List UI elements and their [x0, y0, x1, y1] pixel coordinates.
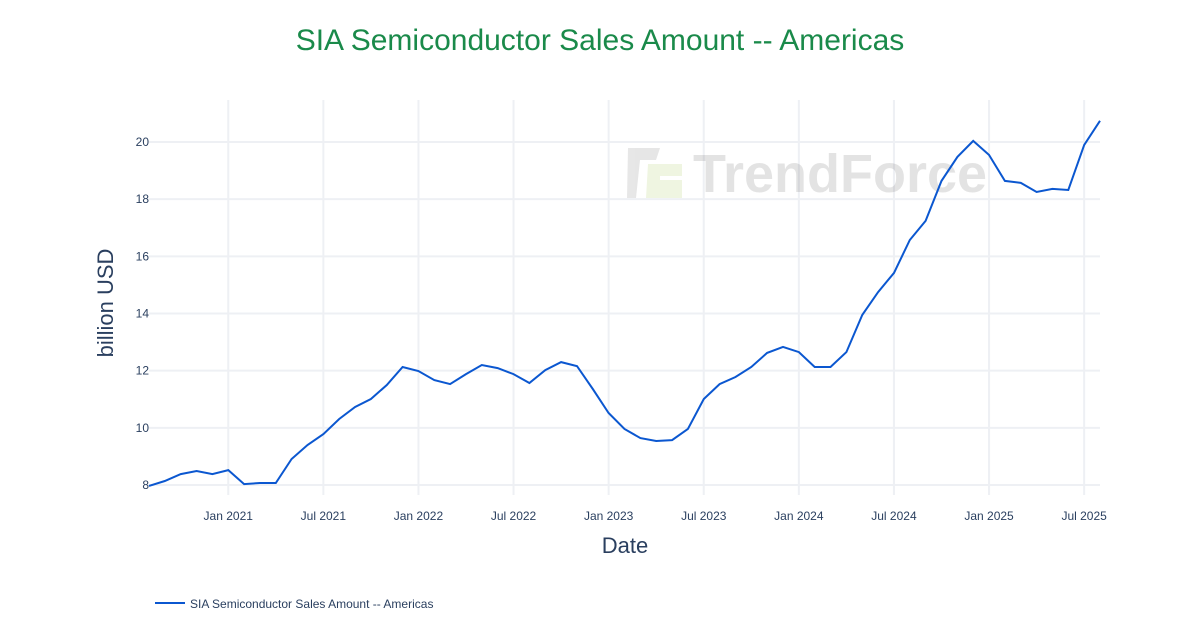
legend-label: SIA Semiconductor Sales Amount -- Americ… — [190, 597, 433, 611]
x-tick-label: Jul 2021 — [301, 509, 347, 523]
watermark-logo: TrendForce — [627, 144, 987, 204]
x-axis-title: Date — [602, 533, 648, 558]
y-tick-label: 20 — [136, 135, 150, 149]
x-tick-label: Jan 2024 — [774, 509, 824, 523]
y-tick-label: 16 — [136, 249, 150, 263]
legend[interactable]: SIA Semiconductor Sales Amount -- Americ… — [155, 597, 433, 611]
x-tick-label: Jul 2023 — [681, 509, 727, 523]
chart-title: SIA Semiconductor Sales Amount -- Americ… — [296, 24, 905, 57]
x-tick-label: Jan 2023 — [584, 509, 634, 523]
series-points — [148, 120, 1101, 486]
svg-text:TrendForce: TrendForce — [693, 144, 987, 204]
x-tick-label: Jul 2022 — [491, 509, 537, 523]
y-tick-label: 10 — [136, 421, 150, 435]
x-tick-label: Jan 2022 — [394, 509, 444, 523]
y-tick-label: 12 — [136, 364, 150, 378]
x-axis: Jan 2021 Jul 2021 Jan 2022 Jul 2022 Jan 2023… — [204, 509, 1108, 523]
y-axis-title: billion USD — [93, 249, 118, 358]
x-tick-label: Jan 2025 — [964, 509, 1014, 523]
x-tick-label: Jan 2021 — [204, 509, 254, 523]
series-line — [148, 120, 1101, 487]
y-axis: 8 10 12 14 16 18 20 — [136, 135, 150, 492]
grid — [149, 100, 1100, 495]
y-tick-label: 8 — [142, 478, 149, 492]
y-tick-label: 18 — [136, 192, 150, 206]
x-tick-label: Jul 2025 — [1061, 509, 1107, 523]
y-tick-label: 14 — [136, 307, 150, 321]
x-tick-label: Jul 2024 — [871, 509, 917, 523]
